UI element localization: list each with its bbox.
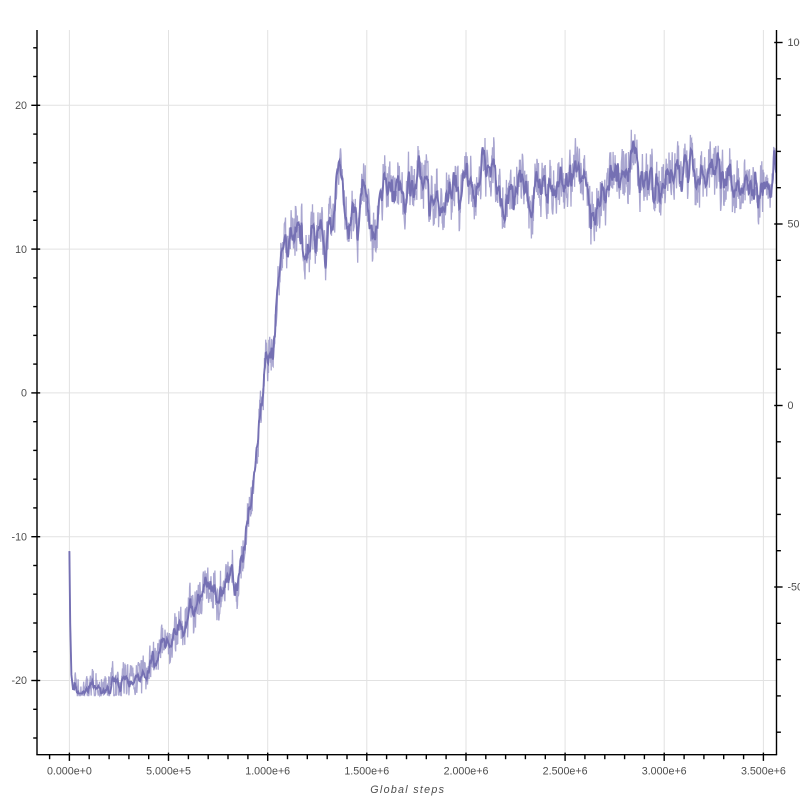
svg-text:2.000e+6: 2.000e+6 xyxy=(444,765,489,777)
svg-text:Global steps: Global steps xyxy=(370,784,445,796)
svg-text:1.500e+6: 1.500e+6 xyxy=(344,765,389,777)
svg-text:50: 50 xyxy=(788,219,800,231)
svg-text:1.000e+6: 1.000e+6 xyxy=(245,765,290,777)
svg-text:0.000e+0: 0.000e+0 xyxy=(47,765,92,777)
svg-text:100: 100 xyxy=(788,37,800,49)
svg-text:0: 0 xyxy=(788,400,794,412)
svg-text:10: 10 xyxy=(15,244,27,256)
svg-text:2.500e+6: 2.500e+6 xyxy=(543,765,588,777)
svg-text:5.000e+5: 5.000e+5 xyxy=(146,765,191,777)
svg-text:3.500e+6: 3.500e+6 xyxy=(741,765,786,777)
svg-text:-20: -20 xyxy=(12,675,28,687)
svg-text:20: 20 xyxy=(15,100,27,112)
svg-text:3.000e+6: 3.000e+6 xyxy=(642,765,687,777)
svg-text:-10: -10 xyxy=(12,531,28,543)
svg-text:-50: -50 xyxy=(788,582,800,594)
svg-text:0: 0 xyxy=(21,388,27,400)
